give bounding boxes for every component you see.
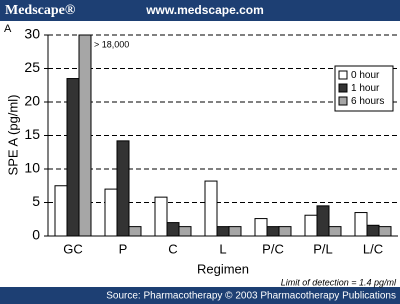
footer-source: Source: Pharmacotherapy © 2003 Pharmacot… [106,291,396,302]
bar [216,226,230,237]
header-bar [0,0,400,21]
y-tick-label: 25 [24,59,40,75]
bar [54,185,68,237]
y-tick-label: 20 [24,93,40,109]
legend-label: 0 hour [351,70,380,81]
legend-label: 1 hour [351,83,380,94]
site-url: www.medscape.com [145,3,264,17]
bar [228,226,242,237]
y-tick-label: 10 [24,160,40,176]
bar [378,226,392,237]
bar [104,188,118,237]
bar [328,226,342,237]
footer-bar [0,287,400,304]
x-tick-label: C [168,241,177,256]
legend-swatch [338,96,348,106]
bar [178,226,192,237]
x-axis-label: Regimen [197,261,249,276]
panel-label: A [4,23,12,35]
note: Limit of detection = 1.4 pg/ml [281,277,397,287]
annotation: > 18,000 [94,39,129,49]
bar [254,218,268,237]
bar [278,226,292,237]
bar [154,196,168,237]
bar [166,222,180,237]
x-tick-label: L/C [363,241,383,256]
y-axis-label: SPE A (pg/ml) [5,95,20,176]
y-tick-label: 15 [24,126,40,142]
bar [354,212,368,237]
y-tick-label: 5 [32,193,40,209]
legend-swatch [338,83,348,93]
bar [304,214,318,237]
x-tick-label: P/L [313,241,333,256]
bar [316,205,330,237]
y-tick-label: 0 [32,227,40,243]
bar [266,226,280,237]
bar [78,34,92,237]
x-tick-label: P/C [262,241,284,256]
bar [66,78,80,237]
y-tick-label: 30 [24,26,40,42]
legend-label: 6 hours [351,96,384,107]
brand: Medscape® [5,3,76,18]
bar [366,224,380,237]
x-tick-label: L [219,241,226,256]
x-tick-label: GC [63,241,83,256]
bar [128,226,142,237]
bar [204,180,218,237]
x-tick-label: P [119,241,128,256]
legend-swatch [338,70,348,80]
bar [116,140,130,237]
